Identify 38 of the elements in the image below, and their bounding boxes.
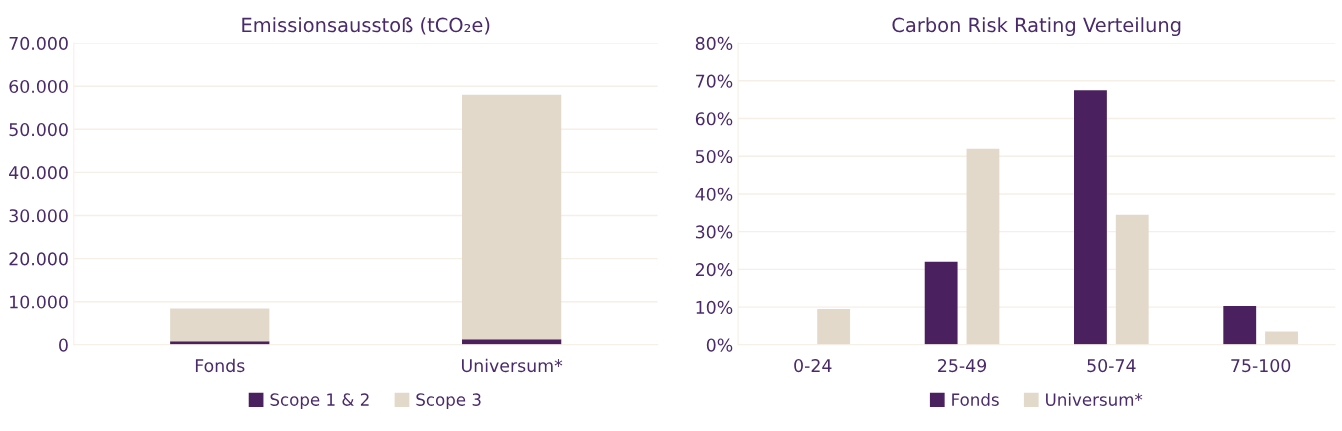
legend-label: Fonds	[952, 392, 999, 406]
y-tick-label: 60.000	[9, 79, 68, 94]
y-tick-label: 0%	[706, 338, 733, 352]
bar	[924, 261, 958, 345]
y-tick-label: 60%	[695, 112, 733, 126]
y-tick-label: 50.000	[9, 123, 68, 137]
bar	[1223, 305, 1257, 345]
y-tick-label: 80%	[695, 36, 733, 50]
x-tick-label: 75-100	[1231, 359, 1291, 373]
y-tick-label: 30.000	[9, 209, 68, 223]
bar	[462, 94, 562, 340]
y-tick-label: 20.000	[9, 252, 68, 266]
x-tick-label: 25-49	[938, 359, 987, 373]
legend-label: Universum*	[1046, 392, 1143, 406]
x-tick-label: Fonds	[195, 358, 245, 373]
x-tick-label: 50-74	[1087, 359, 1136, 373]
y-tick-label: 10%	[696, 300, 733, 314]
x-tick-label: Universum*	[462, 358, 563, 373]
chart-title: Emissionsausstoß (tCO₂e)	[242, 17, 490, 35]
y-tick-label: 70%	[696, 74, 733, 88]
y-tick-label: 10.000	[10, 295, 68, 309]
bar	[170, 308, 270, 342]
y-tick-label: 40%	[695, 187, 733, 201]
legend-label: Scope 1 & 2	[270, 393, 369, 410]
y-tick-label: 40.000	[9, 166, 68, 180]
bar	[1115, 214, 1149, 345]
legend-label: Scope 3	[416, 393, 481, 410]
bar	[817, 308, 851, 345]
y-tick-label: 20%	[695, 263, 733, 277]
x-tick-label: 0-24	[794, 359, 832, 373]
y-tick-label: 0	[59, 338, 68, 352]
bar	[966, 148, 1000, 345]
bar	[1074, 90, 1107, 345]
chart-title: Carbon Risk Rating Verteilung	[892, 17, 1181, 37]
bar	[1265, 331, 1298, 345]
y-tick-label: 70.000	[9, 36, 68, 50]
y-tick-label: 50%	[695, 149, 733, 164]
y-tick-label: 30%	[695, 225, 733, 239]
